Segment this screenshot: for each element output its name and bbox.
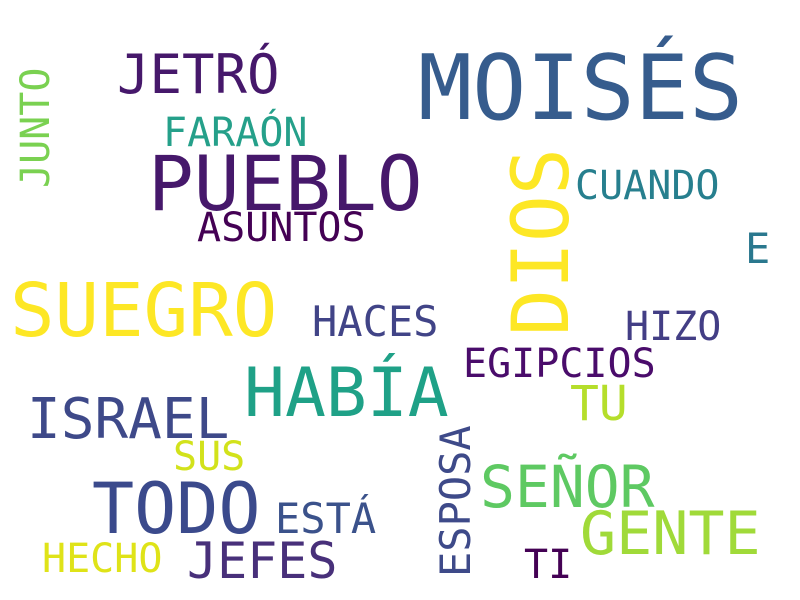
word-e: E — [745, 224, 771, 273]
word-israel: ISRAEL — [27, 387, 230, 452]
word-junto: JUNTO — [13, 67, 59, 188]
word-hecho: HECHO — [42, 536, 163, 582]
word-esposa: ESPOSA — [431, 425, 480, 577]
word-todo: TODO — [92, 468, 261, 550]
word-dios: DIOS — [497, 148, 587, 336]
word-tu: TU — [570, 376, 628, 432]
word-jetro: JETRÓ — [117, 43, 280, 106]
word-cuando: CUANDO — [575, 163, 720, 209]
word-habia: HABÍA — [244, 354, 449, 433]
word-faraon: FARAÓN — [163, 110, 308, 156]
word-sus: SUS — [173, 434, 246, 480]
word-suegro: SUEGRO — [10, 268, 278, 354]
word-hizo: HIZO — [625, 304, 722, 350]
word-moises: MOISÉS — [418, 36, 744, 141]
word-gente: GENTE — [580, 499, 761, 569]
word-senor: SEÑOR — [480, 453, 655, 521]
word-egipcios: EGIPCIOS — [463, 341, 656, 387]
word-asuntos: ASUNTOS — [197, 205, 366, 251]
word-esta: ESTÁ — [275, 494, 377, 543]
word-jefes: JEFES — [187, 532, 338, 590]
word-pueblo: PUEBLO — [148, 139, 423, 228]
word-haces: HACES — [312, 297, 439, 346]
word-ti: TI — [524, 542, 573, 588]
